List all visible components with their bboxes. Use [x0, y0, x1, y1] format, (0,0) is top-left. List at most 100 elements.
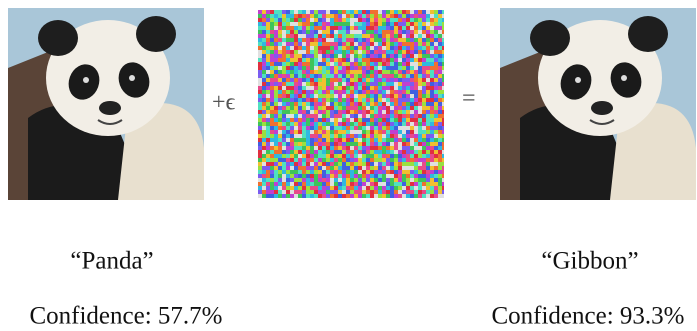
noise-pixel	[410, 126, 414, 130]
noise-pixel	[390, 22, 394, 26]
noise-pixel	[322, 34, 326, 38]
noise-pixel	[314, 154, 318, 158]
noise-pixel	[422, 46, 426, 50]
noise-pixel	[342, 62, 346, 66]
noise-pixel	[374, 138, 378, 142]
noise-pixel	[430, 54, 434, 58]
noise-pixel	[314, 62, 318, 66]
noise-pixel	[350, 54, 354, 58]
noise-pixel	[262, 178, 266, 182]
noise-pixel	[326, 126, 330, 130]
noise-pixel	[374, 130, 378, 134]
noise-pixel	[406, 74, 410, 78]
noise-pixel	[438, 106, 442, 110]
noise-pixel	[354, 174, 358, 178]
noise-pixel	[426, 74, 430, 78]
noise-pixel	[334, 126, 338, 130]
noise-pixel	[334, 14, 338, 18]
noise-pixel	[370, 54, 374, 58]
noise-pixel	[334, 170, 338, 174]
noise-pixel	[406, 26, 410, 30]
noise-pixel	[382, 42, 386, 46]
noise-pixel	[358, 158, 362, 162]
noise-pixel	[310, 110, 314, 114]
noise-pixel	[302, 102, 306, 106]
noise-pixel	[286, 106, 290, 110]
noise-pixel	[374, 46, 378, 50]
noise-pixel	[310, 10, 314, 14]
noise-pixel	[294, 70, 298, 74]
noise-pixel	[326, 54, 330, 58]
noise-pixel	[414, 42, 418, 46]
noise-pixel	[366, 182, 370, 186]
noise-pixel	[430, 130, 434, 134]
noise-pixel	[302, 58, 306, 62]
noise-pixel	[338, 90, 342, 94]
noise-pixel	[346, 150, 350, 154]
noise-pixel	[302, 34, 306, 38]
noise-pixel	[362, 174, 366, 178]
noise-pixel	[266, 54, 270, 58]
noise-pixel	[414, 70, 418, 74]
noise-pixel	[398, 94, 402, 98]
noise-pixel	[298, 130, 302, 134]
noise-pixel	[398, 98, 402, 102]
noise-pixel	[366, 134, 370, 138]
noise-pixel	[414, 150, 418, 154]
noise-pixel	[314, 42, 318, 46]
noise-pixel	[366, 170, 370, 174]
noise-pixel	[370, 186, 374, 190]
noise-pixel	[434, 78, 438, 82]
noise-pixel	[278, 122, 282, 126]
noise-pixel	[294, 90, 298, 94]
noise-pixel	[366, 98, 370, 102]
noise-pixel	[282, 22, 286, 26]
noise-pixel	[282, 118, 286, 122]
noise-pixel	[370, 106, 374, 110]
noise-pixel	[394, 126, 398, 130]
noise-pixel	[334, 94, 338, 98]
noise-pixel	[358, 34, 362, 38]
noise-pixel	[282, 186, 286, 190]
noise-pixel	[338, 142, 342, 146]
noise-pixel	[354, 78, 358, 82]
noise-pixel	[358, 30, 362, 34]
noise-pixel	[422, 102, 426, 106]
noise-pixel	[350, 66, 354, 70]
noise-pixel	[430, 162, 434, 166]
noise-pixel	[402, 166, 406, 170]
noise-pixel	[406, 142, 410, 146]
noise-pixel	[338, 194, 342, 198]
noise-pixel	[442, 82, 444, 86]
noise-pixel	[322, 186, 326, 190]
noise-pixel	[418, 118, 422, 122]
noise-pixel	[258, 50, 262, 54]
noise-pixel	[434, 174, 438, 178]
noise-pixel	[362, 70, 366, 74]
noise-pixel	[414, 178, 418, 182]
noise-pixel	[362, 34, 366, 38]
noise-pixel	[438, 58, 442, 62]
noise-pixel	[322, 154, 326, 158]
noise-pixel	[366, 114, 370, 118]
noise-pixel	[294, 138, 298, 142]
noise-pixel	[398, 190, 402, 194]
noise-pixel	[438, 114, 442, 118]
noise-pixel	[354, 58, 358, 62]
noise-pixel	[310, 190, 314, 194]
noise-pixel	[318, 154, 322, 158]
noise-pixel	[350, 94, 354, 98]
noise-pixel	[386, 178, 390, 182]
noise-pixel	[330, 114, 334, 118]
noise-pixel	[370, 150, 374, 154]
noise-pixel	[346, 154, 350, 158]
noise-pixel	[398, 146, 402, 150]
noise-pixel	[274, 162, 278, 166]
noise-pixel	[278, 134, 282, 138]
noise-image	[258, 10, 444, 198]
noise-pixel	[350, 106, 354, 110]
noise-pixel	[434, 66, 438, 70]
noise-pixel	[298, 54, 302, 58]
noise-pixel	[354, 38, 358, 42]
noise-pixel	[362, 142, 366, 146]
